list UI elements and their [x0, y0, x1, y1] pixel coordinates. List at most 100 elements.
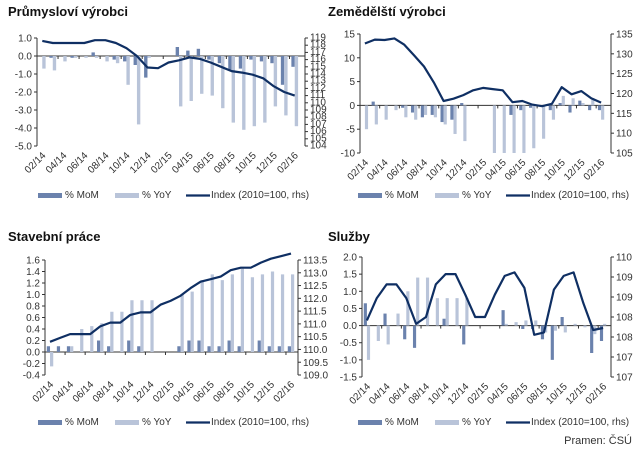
- bar-mom: [450, 105, 454, 120]
- panel-construction: Stavební práce 1.6 1.4 1.2 1.0 0.8 0.6 0.4 0.2 0…: [0, 225, 328, 450]
- right-axis-tick-label: 130: [616, 49, 633, 60]
- bar-mom: [217, 56, 222, 64]
- bar-yoy: [492, 105, 496, 153]
- right-axis-tick-label: 112.0: [303, 294, 328, 305]
- bar-yoy: [384, 105, 388, 120]
- bar-mom: [259, 56, 264, 62]
- right-axis-tick-label: 113.0: [303, 268, 328, 279]
- bar-yoy: [416, 277, 420, 326]
- bar-mom: [46, 346, 51, 352]
- bar-yoy: [70, 346, 74, 352]
- bar-mom: [97, 340, 101, 352]
- bar-mom: [560, 317, 564, 326]
- x-axis-tick-label: 04/15: [171, 379, 197, 405]
- bar-mom: [91, 52, 95, 56]
- legend-label-index: Index (2010=100, rhs): [211, 190, 309, 201]
- bar-mom: [227, 340, 231, 352]
- right-axis-tick-label: 107: [616, 373, 633, 384]
- bar-yoy: [179, 56, 183, 107]
- bar-yoy: [524, 320, 528, 326]
- bar-yoy: [63, 56, 67, 62]
- bar-yoy: [396, 313, 400, 326]
- left-axis-tick-label: 0.4: [26, 325, 40, 336]
- right-axis-tick-label: 109: [616, 273, 633, 284]
- bar-mom: [277, 346, 281, 352]
- legend-label-mom: % MoM: [385, 190, 419, 201]
- x-axis-tick-label: 06/14: [385, 157, 411, 183]
- legend-label-mom: % MoM: [385, 417, 419, 428]
- x-axis-tick-label: 04/14: [51, 379, 77, 405]
- bar-yoy: [231, 56, 235, 123]
- x-axis-tick-label: 08/15: [211, 379, 237, 405]
- x-axis-tick-label: 08/14: [405, 157, 431, 183]
- legend-label-mom: % MoM: [65, 417, 99, 428]
- right-axis-tick-label: 109.5: [303, 358, 328, 369]
- left-axis-tick-label: -1.0: [15, 70, 33, 81]
- right-axis-tick-label: 108: [616, 333, 633, 344]
- x-axis-tick-label: 10/15: [233, 150, 259, 176]
- bar-yoy: [200, 280, 204, 352]
- bar-mom: [501, 310, 505, 326]
- chart-industrial-producers: 1.00.0-1.0-2.0-3.0-4.0-5.011911811711611…: [15, 33, 327, 202]
- x-axis-tick-label: 08/15: [212, 150, 238, 176]
- legend-swatch-yoy: [115, 193, 139, 198]
- right-axis-tick-label: 105: [310, 133, 327, 144]
- left-axis-tick-label: -1.5: [340, 373, 358, 384]
- x-axis-tick-label: 08/14: [91, 379, 117, 405]
- right-axis-tick-label: 108: [616, 313, 633, 324]
- left-axis-tick-label: -1.0: [340, 355, 358, 366]
- bar-mom: [56, 346, 61, 352]
- x-axis-tick-label: 02/16: [582, 157, 608, 183]
- left-axis-tick-label: -5.0: [15, 142, 33, 153]
- left-axis-tick-label: 1.0: [18, 34, 32, 45]
- legend-label-index: Index (2010=100, rhs): [211, 417, 309, 428]
- bar-yoy: [52, 56, 57, 71]
- right-axis-tick-label: 111.5: [303, 307, 327, 318]
- bar-mom: [238, 56, 243, 69]
- bar-mom: [267, 346, 271, 352]
- bar-mom: [177, 346, 181, 352]
- x-axis-tick-label: 10/14: [424, 157, 450, 183]
- right-axis-tick-label: 108: [310, 112, 327, 123]
- left-axis-tick-label: -0.2: [23, 359, 41, 370]
- bar-mom: [196, 48, 201, 56]
- bar-yoy: [522, 105, 526, 153]
- source-note: Pramen: ČSÚ: [564, 435, 632, 447]
- x-axis-tick-label: 02/15: [466, 381, 492, 407]
- bar-yoy: [366, 325, 371, 360]
- bar-yoy: [130, 300, 134, 352]
- left-axis-tick-label: 1.0: [343, 287, 357, 298]
- left-axis-tick-label: 1.6: [26, 256, 40, 267]
- bar-yoy: [425, 277, 430, 326]
- bar-yoy: [553, 325, 558, 331]
- chart-construction: 1.61.41.21.00.80.60.40.20.0-0.2-0.4 113.5…: [23, 252, 328, 428]
- bar-mom: [412, 325, 417, 348]
- x-axis-tick-label: 12/15: [252, 379, 278, 405]
- right-axis-tick-label: 113.5: [303, 256, 328, 267]
- bar-yoy: [601, 105, 605, 120]
- legend-swatch-yoy: [435, 193, 459, 198]
- x-axis-tick-label: 12/15: [562, 157, 588, 183]
- bar-mom: [597, 105, 602, 111]
- bar-yoy: [210, 274, 214, 352]
- bar-yoy: [404, 105, 408, 118]
- index-line: [49, 252, 292, 343]
- bar-yoy: [374, 105, 378, 125]
- legend-swatch-mom: [38, 420, 62, 425]
- bar-yoy: [542, 105, 546, 139]
- bar-yoy: [465, 298, 469, 326]
- bar-yoy: [561, 95, 565, 106]
- x-axis-tick-label: 06/15: [503, 157, 529, 183]
- bar-yoy: [100, 323, 104, 352]
- right-axis-tick-label: 107: [310, 119, 327, 130]
- bar-mom: [529, 105, 533, 108]
- x-axis-tick-label: 08/14: [86, 150, 112, 176]
- bar-mom: [249, 56, 253, 60]
- x-axis-tick-label: 02/14: [346, 157, 372, 183]
- bar-yoy: [126, 56, 130, 85]
- x-axis-tick-label: 04/15: [485, 381, 511, 407]
- bar-yoy: [105, 56, 109, 62]
- left-axis-tick-label: -3.0: [15, 106, 33, 117]
- x-axis-tick-label: 12/15: [254, 150, 280, 176]
- bar-mom: [257, 340, 261, 352]
